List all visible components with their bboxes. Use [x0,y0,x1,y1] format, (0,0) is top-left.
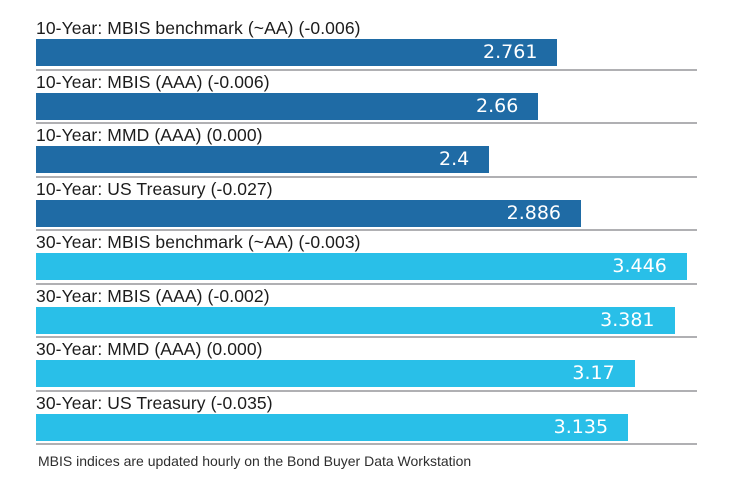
bar: 3.135 [36,413,629,441]
row-separator-line [36,336,697,338]
bar: 2.66 [36,92,539,120]
bar: 2.886 [36,199,582,227]
category-label: 10-Year: US Treasury (-0.027) [36,178,273,199]
chart-row: 30-Year: MBIS benchmark (~AA) (-0.003) 3… [36,231,697,285]
chart-rows: 10-Year: MBIS benchmark (~AA) (-0.006) 2… [36,17,697,445]
row-separator-line [36,443,697,445]
row-separator-line [36,175,697,178]
bar-value-label: 3.17 [572,362,615,384]
category-label: 10-Year: MBIS benchmark (~AA) (-0.006) [36,18,361,38]
chart-row: 30-Year: MMD (AAA) (0.000) 3.17 [36,338,697,392]
chart-row: 30-Year: US Treasury (-0.035) 3.135 [36,392,697,445]
chart-row: 10-Year: US Treasury (-0.027) 2.886 [36,178,697,231]
bar: 3.381 [36,306,675,334]
row-separator-line [36,68,697,71]
bar: 3.17 [36,360,635,387]
category-label: 30-Year: MBIS (AAA) (-0.002) [36,285,270,306]
chart-row: 10-Year: MMD (AAA) (0.000) 2.4 [36,124,697,178]
category-label: 30-Year: MBIS benchmark (~AA) (-0.003) [36,232,361,252]
category-label: 30-Year: US Treasury (-0.035) [36,392,273,413]
category-label: 10-Year: MBIS (AAA) (-0.006) [36,71,270,92]
row-separator-line [36,122,697,124]
bar: 2.4 [36,146,490,173]
row-separator-line [36,389,697,392]
bar-value-label: 2.66 [476,94,519,117]
bar-value-label: 2.886 [506,201,562,224]
bar-value-label: 3.135 [553,415,609,438]
chart-row: 10-Year: MBIS benchmark (~AA) (-0.006) 2… [36,17,697,71]
row-separator-line [36,282,697,285]
chart-row: 30-Year: MBIS (AAA) (-0.002) 3.381 [36,285,697,338]
bar-value-label: 2.761 [483,41,538,63]
bar-value-label: 3.381 [600,308,655,331]
chart-row: 10-Year: MBIS (AAA) (-0.006) 2.66 [36,71,697,124]
row-separator-line [36,229,697,231]
chart-footnote: MBIS indices are updated hourly on the B… [38,453,472,469]
bar: 3.446 [36,253,687,280]
bond-yield-bar-chart: 10-Year: MBIS benchmark (~AA) (-0.006) 2… [36,17,697,469]
category-label: 10-Year: MMD (AAA) (0.000) [36,125,263,145]
bar: 2.761 [36,39,558,66]
category-label: 30-Year: MMD (AAA) (0.000) [36,339,263,359]
bar-value-label: 2.4 [439,148,470,170]
bar-value-label: 3.446 [612,255,667,277]
